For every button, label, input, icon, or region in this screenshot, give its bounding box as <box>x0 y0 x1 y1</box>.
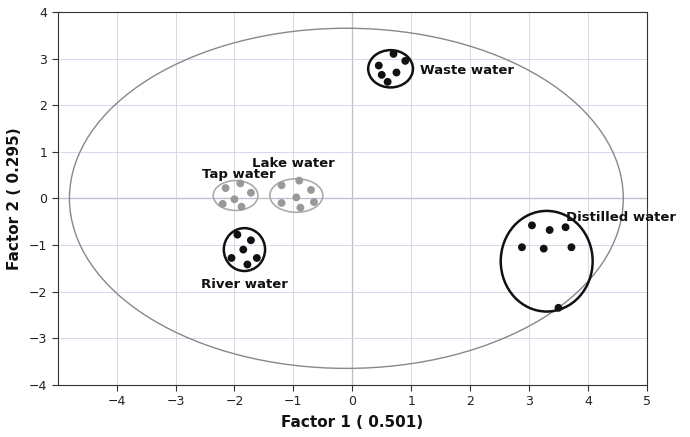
Point <box>217 201 228 208</box>
Point <box>238 246 249 253</box>
Point <box>376 71 387 78</box>
Point <box>242 261 253 268</box>
Point <box>229 196 240 203</box>
Point <box>226 254 237 261</box>
Point <box>294 177 305 184</box>
Point <box>388 50 399 57</box>
Point <box>566 244 577 251</box>
Point <box>553 304 564 311</box>
Point <box>516 244 527 251</box>
Point <box>236 203 247 210</box>
Point <box>232 231 243 238</box>
Point <box>544 226 555 233</box>
Point <box>382 78 393 85</box>
Point <box>276 199 287 206</box>
Point <box>246 237 257 244</box>
Point <box>400 57 411 64</box>
Point <box>276 182 287 189</box>
Point <box>295 204 306 211</box>
Text: Tap water: Tap water <box>202 168 275 180</box>
Point <box>235 180 246 187</box>
Point <box>391 69 402 76</box>
Text: Waste water: Waste water <box>420 64 514 76</box>
Y-axis label: Factor 2 ( 0.295): Factor 2 ( 0.295) <box>7 127 22 270</box>
Point <box>246 189 257 196</box>
Text: Distilled water: Distilled water <box>566 212 676 224</box>
Point <box>220 184 231 191</box>
Point <box>538 245 549 252</box>
X-axis label: Factor 1 ( 0.501): Factor 1 ( 0.501) <box>282 415 424 430</box>
Text: Lake water: Lake water <box>252 157 335 170</box>
Point <box>290 194 302 201</box>
Point <box>560 224 571 231</box>
Point <box>373 62 384 69</box>
Point <box>526 222 538 229</box>
Text: River water: River water <box>201 278 288 291</box>
Point <box>251 254 262 261</box>
Point <box>308 198 319 205</box>
Point <box>306 187 317 194</box>
